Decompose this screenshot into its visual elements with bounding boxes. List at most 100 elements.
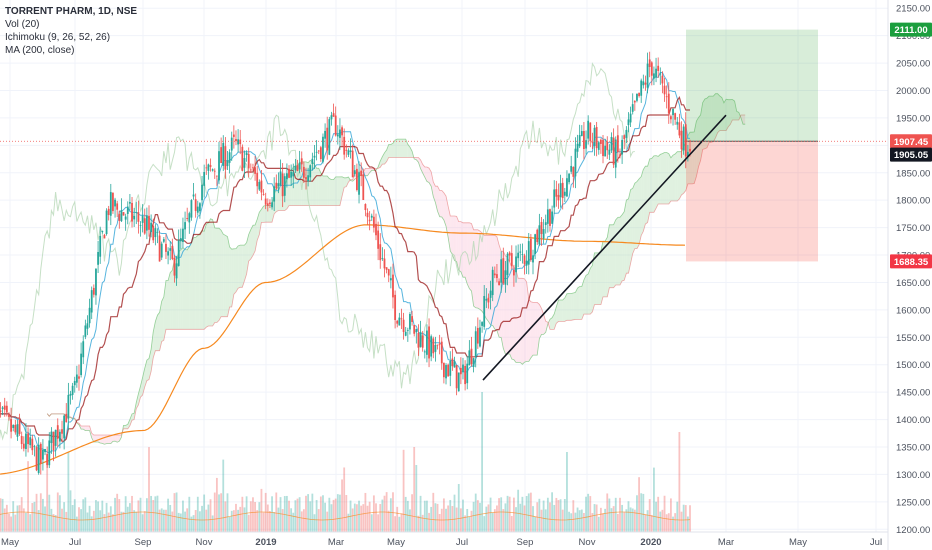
ichimoku-span-a: [46, 93, 746, 445]
ichimoku-cloud-segment: [286, 171, 290, 209]
candle-body: [559, 183, 562, 198]
legend-symbol[interactable]: TORRENT PHARM, 1D, NSE: [5, 6, 138, 17]
volume-bar: [249, 501, 252, 532]
volume-bar: [50, 508, 53, 532]
ichimoku-cloud-segment: [513, 266, 517, 363]
volume-bar: [262, 512, 265, 532]
candle-body: [426, 330, 428, 355]
candle-body: [307, 175, 310, 182]
volume-bar: [203, 494, 206, 532]
candle-body: [638, 92, 640, 97]
candle-body: [283, 176, 286, 196]
volume-bar: [428, 512, 430, 532]
ichimoku-cloud-segment: [694, 121, 697, 184]
price-label: 1907.45: [890, 134, 932, 149]
ichimoku-cloud-segment: [743, 114, 746, 125]
ichimoku-cloud-segment: [524, 278, 527, 363]
volume-bar: [271, 496, 273, 532]
volume-bar: [99, 510, 102, 532]
volume-bar: [493, 509, 496, 532]
candle-body: [657, 65, 660, 71]
volume-bar: [139, 497, 142, 532]
volume-bar: [593, 504, 596, 532]
legend-indicator-ichimoku[interactable]: Ichimoku (9, 26, 52, 26): [5, 32, 111, 43]
candle-body: [538, 225, 541, 245]
candle-body: [309, 165, 312, 178]
ichimoku-cloud-segment: [155, 315, 158, 351]
volume-bar: [114, 497, 116, 532]
candle-body: [398, 317, 401, 326]
volume-bar: [213, 492, 216, 532]
ichimoku-cloud-segment: [613, 219, 616, 288]
ichimoku-cloud-segment: [314, 164, 317, 206]
volume-bar: [12, 501, 15, 532]
ichimoku-cloud-segment: [615, 217, 618, 285]
candle-body: [606, 141, 609, 151]
volume-bar: [22, 508, 25, 532]
candle-body: [370, 215, 373, 218]
ichimoku-cloud-segment: [734, 101, 737, 120]
volume-bar: [269, 511, 271, 532]
volume-bar: [519, 503, 522, 532]
ichimoku-cloud-segment: [81, 425, 84, 430]
ichimoku-cloud-segment: [193, 237, 196, 330]
ichimoku-cloud-segment: [132, 413, 135, 421]
candle-body: [389, 278, 392, 281]
ichimoku-cloud-segment: [496, 236, 500, 338]
ichimoku-cloud-segment: [221, 230, 224, 317]
legend-indicator-ma[interactable]: MA (200, close): [5, 45, 75, 56]
ichimoku-cloud-segment: [462, 222, 466, 278]
ichimoku-cloud-segment: [168, 272, 171, 330]
candle-body: [597, 142, 600, 150]
candle-body: [589, 122, 592, 142]
volume-bar: [419, 495, 422, 532]
legend-indicator-volume[interactable]: Vol (20): [5, 19, 40, 30]
volume-bar: [283, 496, 286, 532]
volume-bar: [406, 500, 409, 532]
volume-bar: [644, 514, 647, 532]
candle-body: [544, 222, 547, 226]
y-tick-label: 1500.00: [896, 360, 930, 371]
candle-body: [256, 172, 259, 187]
ichimoku-cloud-segment: [199, 230, 203, 330]
candle-body: [572, 167, 575, 177]
volume-bar: [462, 499, 464, 532]
candle-body: [566, 178, 568, 197]
volume-bar: [122, 511, 125, 532]
price-label-text: 1907.45: [894, 137, 929, 148]
volume-bar: [141, 514, 144, 532]
ichimoku-cloud-segment: [210, 218, 213, 327]
volume-bar: [215, 477, 218, 532]
candle-body: [358, 172, 360, 195]
ichimoku-cloud-segment: [395, 139, 398, 158]
candle-body: [258, 181, 261, 190]
volume-bar: [300, 511, 303, 532]
volume-bar: [629, 507, 632, 532]
ichimoku-cloud-segment: [403, 139, 406, 158]
ichimoku-cloud-segment: [573, 292, 576, 320]
candle-body: [349, 150, 352, 152]
candle-body: [285, 173, 288, 180]
ichimoku-cloud-segment: [233, 248, 236, 295]
ichimoku-cloud-segment: [594, 252, 597, 305]
candle-body: [459, 367, 462, 375]
ichimoku-cloud-segment: [450, 216, 453, 255]
volume-bar: [184, 511, 186, 532]
volume-bar: [175, 492, 178, 532]
candle-body: [519, 251, 522, 253]
y-tick-label: 2100.00: [896, 31, 930, 42]
volume-bar: [377, 514, 380, 532]
candle-body: [642, 81, 645, 86]
ichimoku-cloud-segment: [420, 159, 423, 174]
volume-bar: [426, 500, 428, 532]
ichimoku-cloud-segment: [730, 99, 733, 125]
ichimoku-cloud-segment: [679, 151, 682, 199]
volume-bar: [239, 506, 242, 532]
candle-body: [213, 170, 216, 172]
volume-bar: [394, 516, 397, 532]
volume-bar: [474, 493, 477, 532]
candle-body: [542, 229, 545, 239]
ichimoku-cloud-segment: [702, 99, 705, 150]
candle-body: [400, 318, 403, 320]
